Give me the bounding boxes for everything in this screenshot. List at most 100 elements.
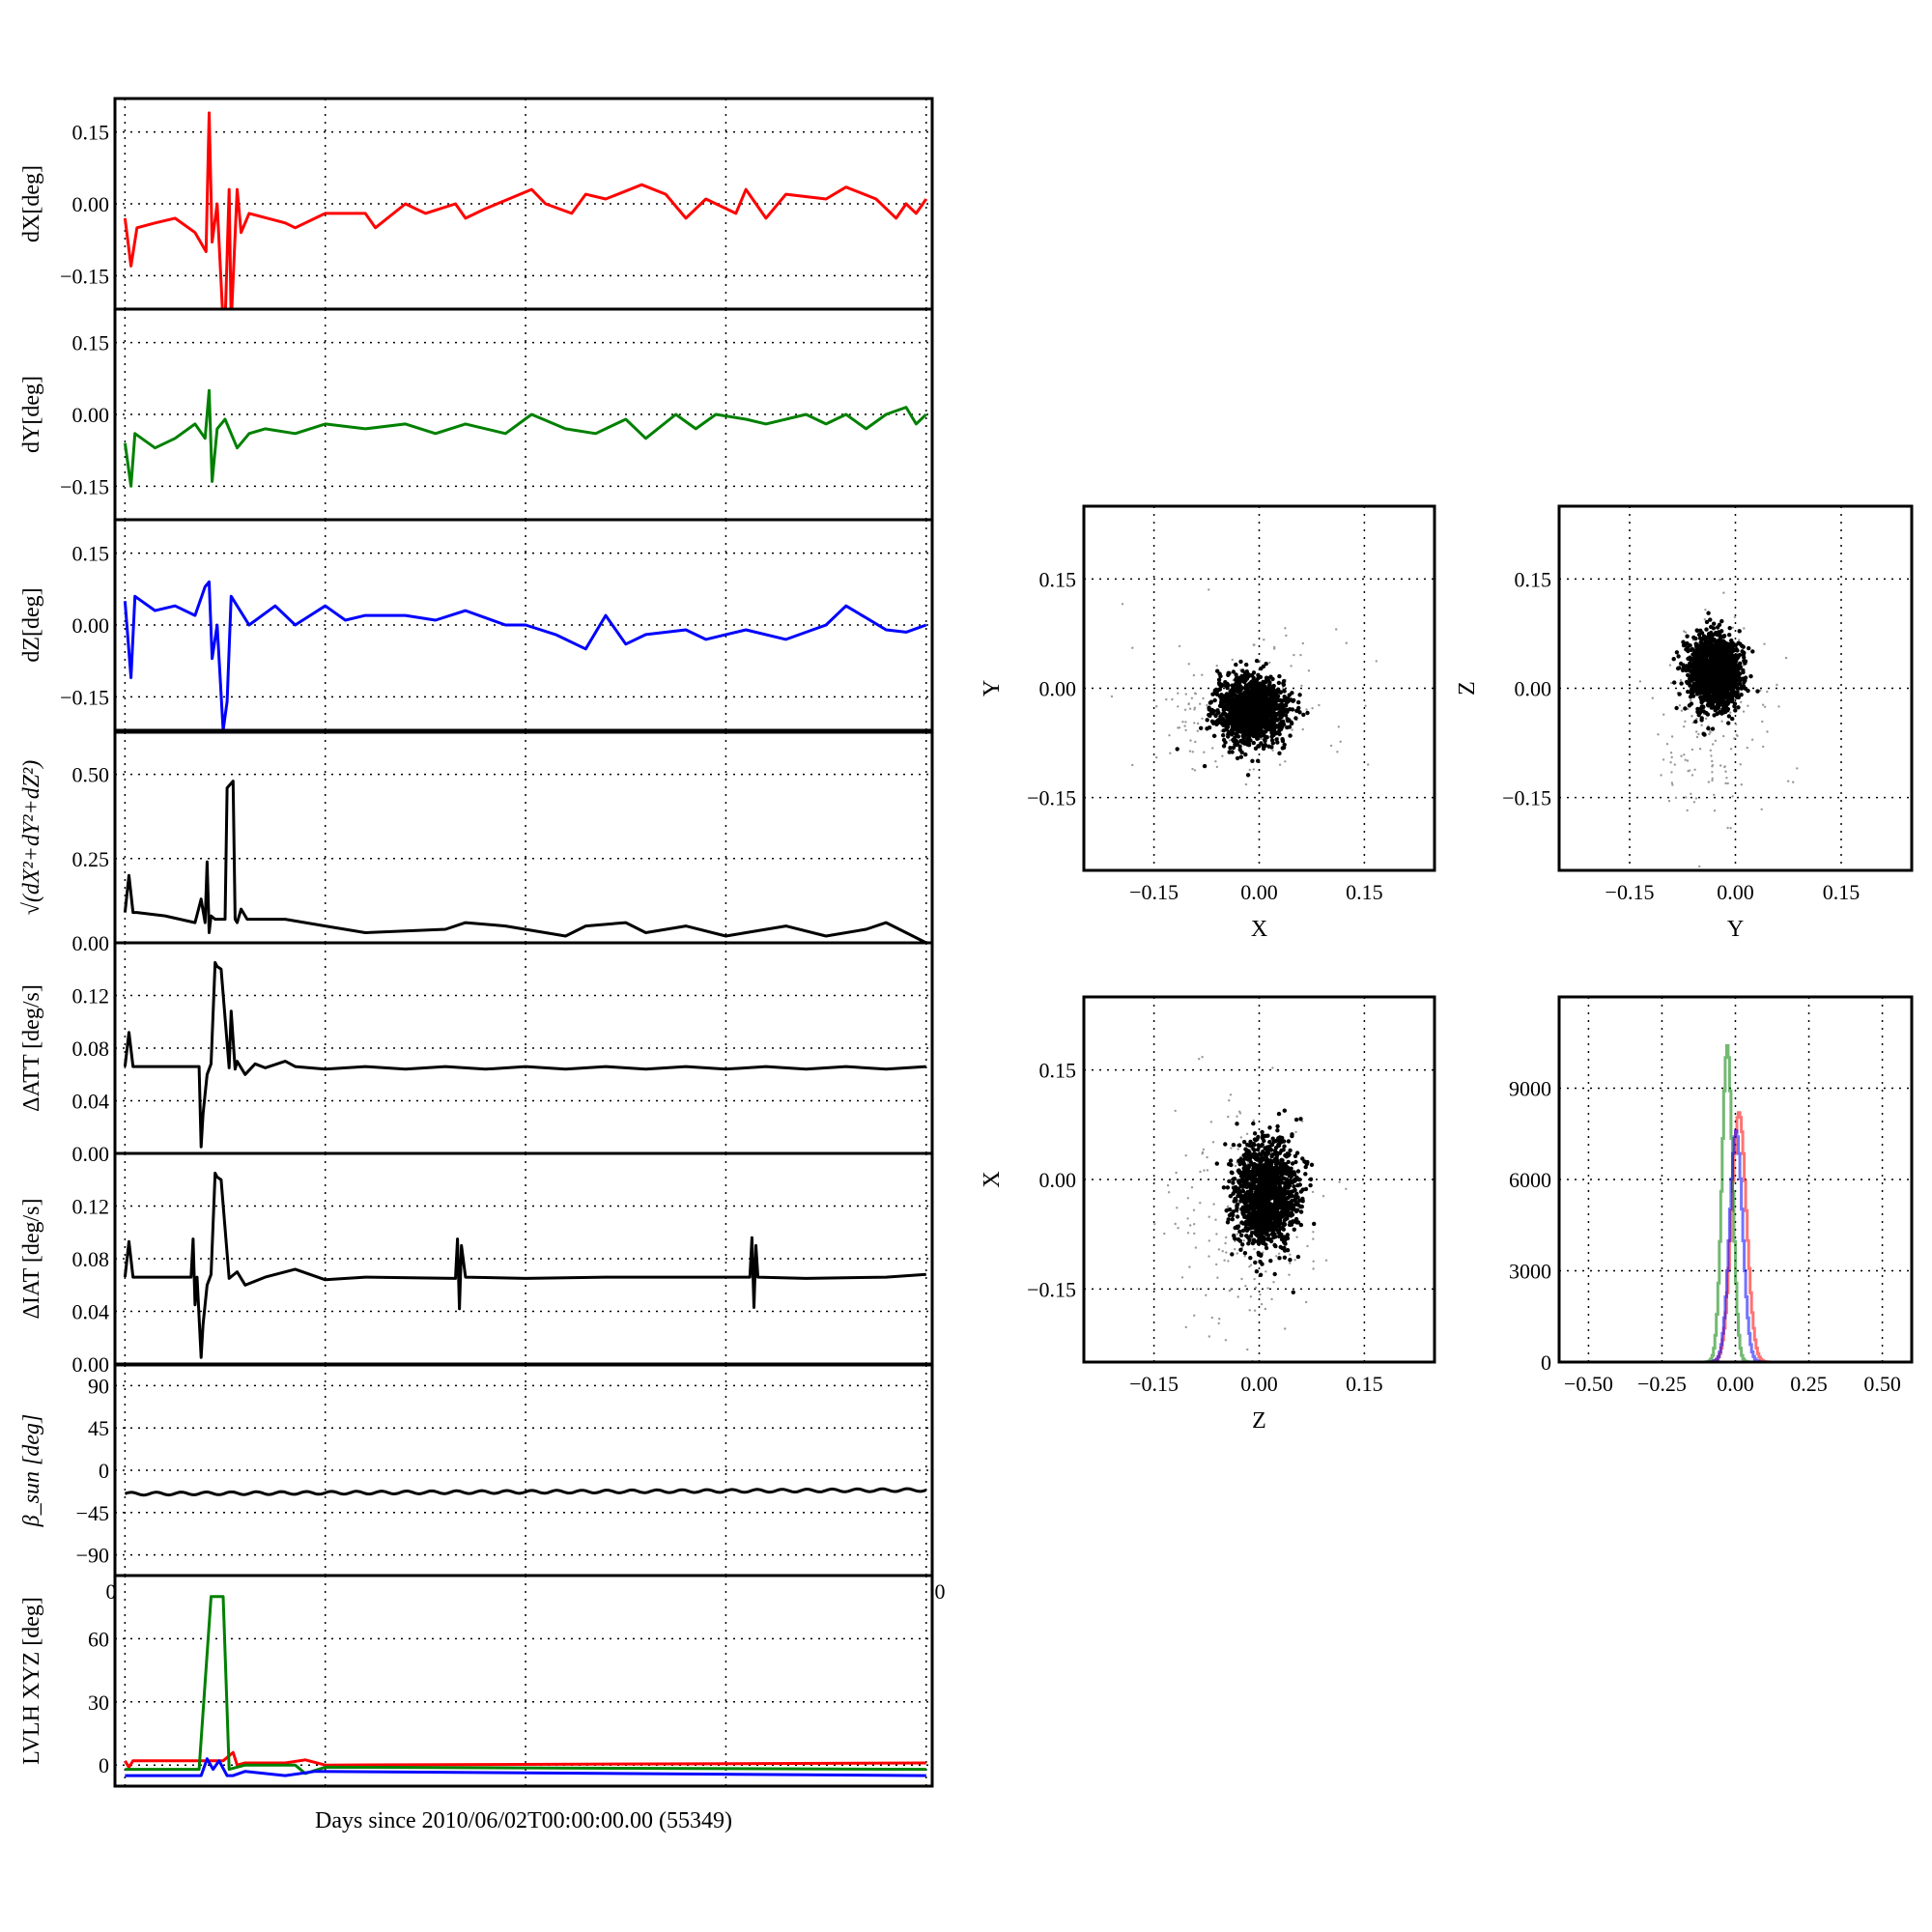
- scatter-point: [1244, 782, 1248, 786]
- scatter-point: [1264, 689, 1268, 695]
- scatter-point: [1246, 1348, 1249, 1351]
- scatter-point: [1716, 705, 1721, 711]
- scatter-point: [1734, 723, 1738, 726]
- scatter-point: [1730, 684, 1735, 689]
- scatter-point: [1269, 1209, 1275, 1214]
- scatter-point: [1290, 665, 1293, 668]
- scatter-point: [1261, 729, 1265, 735]
- scatter-point: [1267, 1139, 1272, 1145]
- scatter-point: [1213, 691, 1218, 696]
- scatter-point: [1237, 1161, 1242, 1167]
- scatter-point: [1153, 1223, 1156, 1226]
- scatter-point: [1183, 724, 1186, 727]
- scatter-point: [1696, 686, 1701, 691]
- scatter-point: [1256, 744, 1261, 749]
- scatter-point: [1300, 684, 1303, 687]
- scatter-point: [1202, 696, 1205, 700]
- scatter-point: [1277, 704, 1282, 709]
- y-tick-label: 0.50: [72, 763, 110, 787]
- scatter-point: [1285, 1236, 1291, 1241]
- scatter-point: [1231, 722, 1236, 726]
- scatter-point: [1721, 639, 1726, 644]
- scatter-point: [1232, 1233, 1236, 1238]
- scatter-point: [1680, 668, 1686, 673]
- scatter-point: [1695, 718, 1698, 721]
- scatter-point: [1698, 865, 1701, 868]
- y-tick-label: 0: [1541, 1350, 1551, 1375]
- panel-frame: [1082, 504, 1436, 872]
- scatter-point: [1684, 664, 1690, 668]
- scatter-point: [1239, 673, 1244, 679]
- panel-frame: [113, 518, 934, 732]
- scatter-point: [1677, 692, 1682, 696]
- scatter-point: [1706, 668, 1711, 673]
- panel-frame: [113, 1151, 934, 1366]
- scatter-point: [1214, 760, 1217, 763]
- scatter-point: [1761, 720, 1764, 724]
- scatter-point: [1693, 681, 1698, 687]
- scatter-point: [1290, 1133, 1294, 1139]
- scatter-point: [1254, 706, 1259, 711]
- scatter-point: [1254, 700, 1260, 705]
- scatter-point: [1250, 1184, 1255, 1190]
- scatter-point: [1308, 1177, 1314, 1182]
- y-tick-label: 6000: [1509, 1168, 1551, 1192]
- scatter-point: [1729, 711, 1732, 714]
- series-group: [123, 111, 928, 309]
- scatter-point: [1777, 705, 1780, 708]
- scatter-point: [1266, 1190, 1272, 1195]
- scatter-point: [1270, 1178, 1275, 1183]
- scatter-point: [1251, 1165, 1257, 1171]
- scatter-point: [1275, 1216, 1280, 1222]
- scatter-point: [1277, 1256, 1282, 1261]
- scatter-point: [1289, 1166, 1293, 1171]
- scatter-point: [1184, 693, 1188, 696]
- scatter-point: [1196, 729, 1200, 732]
- scatter-point: [1741, 669, 1746, 675]
- scatter-point: [1236, 686, 1241, 691]
- scatter-point: [1721, 666, 1727, 670]
- scatter-point: [1727, 633, 1732, 638]
- scatter-point: [1236, 1233, 1239, 1236]
- y-axis-label: X: [980, 1171, 1005, 1187]
- scatter-point: [1240, 1228, 1246, 1234]
- scatter-point: [1680, 709, 1684, 712]
- panel-frame: [113, 941, 934, 1155]
- scatter-point: [1234, 1198, 1238, 1203]
- scatter-point: [1272, 1183, 1278, 1188]
- scatter-point: [1729, 698, 1735, 704]
- series-line-beta: [124, 1487, 927, 1497]
- scatter-point: [1234, 708, 1239, 714]
- scatter-point: [1236, 1158, 1241, 1163]
- scatter-point: [1725, 655, 1730, 660]
- scatter-point: [1706, 611, 1711, 615]
- scatter-point: [1700, 704, 1705, 709]
- y-axis-label: β_sun [deg]: [19, 1414, 44, 1528]
- scatter-point: [1121, 603, 1124, 606]
- scatter-point: [1256, 1143, 1261, 1148]
- scatter-point: [1290, 1220, 1294, 1226]
- scatter-point: [1253, 1277, 1256, 1281]
- scatter-point: [1720, 692, 1725, 696]
- scatter-point: [1707, 631, 1712, 637]
- x-axis-label: Z: [1252, 1408, 1266, 1434]
- scatter-point: [1227, 1179, 1232, 1184]
- scatter-point: [1711, 633, 1716, 638]
- scatter-point: [1217, 718, 1222, 724]
- scatter-point: [1280, 1169, 1285, 1175]
- scatter-point: [1246, 672, 1251, 677]
- scatter-point: [1730, 716, 1735, 722]
- scatter-point: [1742, 655, 1747, 660]
- scatter-point: [1247, 734, 1252, 739]
- scatter-point: [1245, 1209, 1251, 1214]
- scatter-point: [1233, 1225, 1237, 1231]
- y-tick-label: −0.15: [1027, 1277, 1076, 1301]
- scatter-point: [1686, 759, 1690, 762]
- scatter-point: [1732, 676, 1737, 681]
- scatter-point: [1257, 1234, 1262, 1239]
- scatter-point: [1736, 734, 1739, 737]
- scatter-point: [1674, 705, 1679, 711]
- y-tick-label: 0.00: [72, 931, 110, 955]
- scatter-point: [1254, 683, 1260, 689]
- scatter-point: [1224, 713, 1229, 718]
